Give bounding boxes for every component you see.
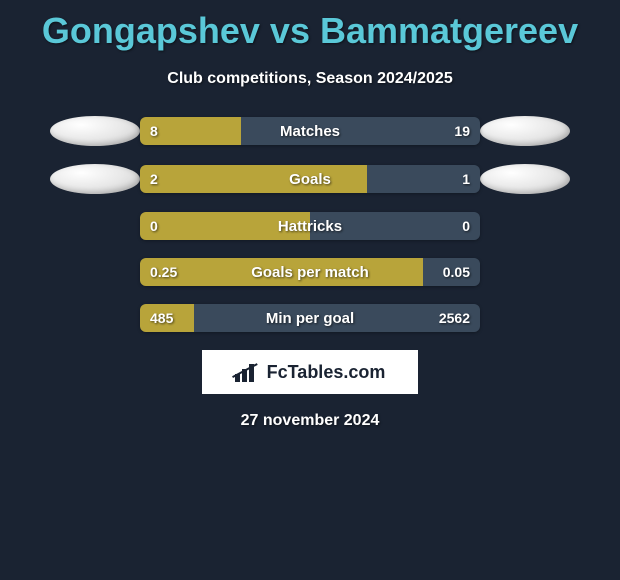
stat-bar-right-segment	[194, 304, 480, 332]
comparison-row: 2Goals1	[0, 164, 620, 194]
player-right-avatar-slot	[480, 164, 570, 194]
comparison-row: 0.25Goals per match0.05	[0, 258, 620, 286]
date-label: 27 november 2024	[0, 412, 620, 430]
watermark: FcTables.com	[202, 350, 418, 394]
page-subtitle: Club competitions, Season 2024/2025	[0, 70, 620, 88]
player-left-avatar-slot	[50, 164, 140, 194]
stat-bar-left-segment	[140, 165, 367, 193]
player-avatar-icon	[50, 164, 140, 194]
stat-bar-left-segment	[140, 212, 310, 240]
watermark-text: FcTables.com	[267, 362, 386, 383]
comparison-row: 8Matches19	[0, 116, 620, 146]
player-avatar-icon	[50, 116, 140, 146]
stat-bar: 0Hattricks0	[140, 212, 480, 240]
stat-bar-left-segment	[140, 258, 423, 286]
stat-bar-left-segment	[140, 117, 241, 145]
stat-bar-left-segment	[140, 304, 194, 332]
comparison-row: 0Hattricks0	[0, 212, 620, 240]
player-avatar-icon	[480, 164, 570, 194]
comparison-rows: 8Matches19 2Goals1 0Hattricks0 0.25Goals pe…	[0, 116, 620, 332]
player-left-avatar-slot	[50, 116, 140, 146]
stat-bar: 0.25Goals per match0.05	[140, 258, 480, 286]
stat-bar-right-segment	[241, 117, 480, 145]
player-avatar-icon	[480, 116, 570, 146]
page-title: Gongapshev vs Bammatgereev	[0, 0, 620, 52]
chart-bars-icon	[235, 362, 261, 382]
stat-bar-right-segment	[423, 258, 480, 286]
stat-bar: 485Min per goal2562	[140, 304, 480, 332]
comparison-row: 485Min per goal2562	[0, 304, 620, 332]
player-right-avatar-slot	[480, 116, 570, 146]
stat-bar: 2Goals1	[140, 165, 480, 193]
stat-bar: 8Matches19	[140, 117, 480, 145]
stat-bar-right-segment	[310, 212, 480, 240]
stat-bar-right-segment	[367, 165, 480, 193]
